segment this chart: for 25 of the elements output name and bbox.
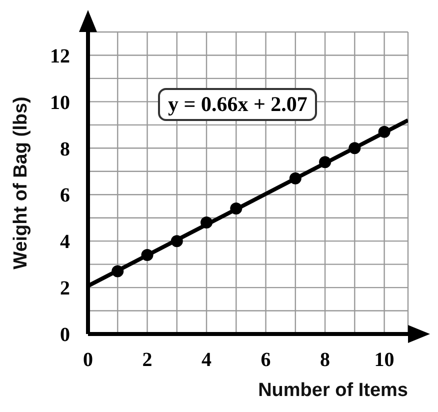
y-tick-label: 10 (50, 92, 70, 114)
point (200, 216, 213, 228)
y-axis-title: Weight of Bag (lbs) (10, 96, 32, 270)
y-tick-label: 0 (60, 324, 70, 346)
x-tick-label: 10 (374, 349, 394, 372)
point (289, 172, 302, 184)
point (230, 202, 242, 215)
point (378, 126, 390, 138)
annotation: y = 0.66x + 2.07 (158, 88, 318, 121)
y-tick-label: 12 (50, 45, 70, 68)
point (348, 142, 361, 154)
y-tick-label: 6 (60, 184, 70, 207)
y-tick-label: 2 (60, 278, 70, 300)
x-axis-title: Number of Items (258, 380, 408, 401)
x-tick-label: 0 (83, 349, 93, 372)
point (112, 265, 124, 278)
x-tick-label: 6 (260, 349, 271, 372)
y-tick-label: 4 (60, 231, 70, 254)
x-tick-label: 2 (142, 349, 152, 372)
x-tick-label: 8 (320, 349, 330, 372)
point (170, 235, 183, 248)
x-tick-label: 4 (202, 349, 212, 372)
y-tick-label: 8 (60, 138, 70, 160)
point (319, 156, 332, 168)
point (141, 249, 154, 262)
